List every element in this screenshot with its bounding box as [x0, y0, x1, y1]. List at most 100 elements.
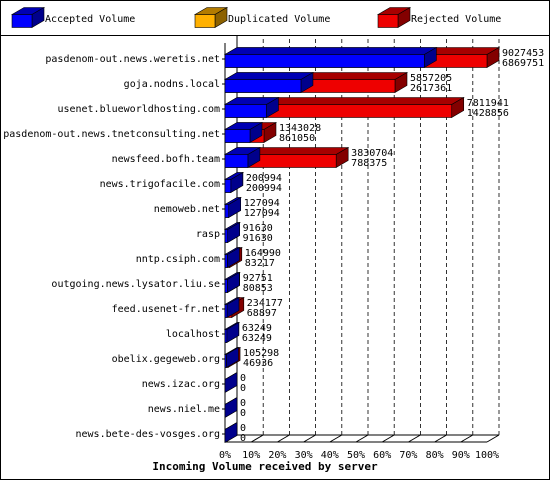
accepted-label: 200994 — [246, 183, 282, 194]
x-tick — [277, 434, 290, 443]
total-label: 234177 — [247, 298, 283, 309]
y-tick-label: pasdenom-out.news.tnetconsulting.net — [3, 129, 220, 140]
accepted-label: 83217 — [245, 258, 275, 269]
x-tick-label: 10% — [242, 450, 260, 461]
y-tick-label: nntp.csiph.com — [136, 254, 220, 265]
x-tick-label: 40% — [321, 450, 339, 461]
bar-front — [224, 354, 227, 368]
accepted-bar — [223, 321, 240, 344]
bar-side — [224, 421, 238, 444]
bar-front — [224, 229, 228, 243]
accepted-bar — [223, 271, 241, 294]
y-tick-label: usenet.blueworldhosting.com — [57, 104, 220, 115]
total-label: 63249 — [242, 323, 272, 334]
x-tick — [434, 434, 447, 443]
total-label: 92751 — [243, 273, 273, 284]
total-label: 91630 — [243, 223, 273, 234]
x-tick-label: 30% — [295, 450, 313, 461]
total-label: 0 — [240, 373, 246, 384]
accepted-bar — [223, 171, 244, 194]
y-tick-label: pasdenom-out.news.weretis.net — [45, 54, 220, 65]
accepted-bar — [223, 71, 315, 94]
total-label: 0 — [240, 398, 246, 409]
accepted-label: 0 — [240, 383, 246, 394]
bar-side — [224, 371, 238, 394]
x-tick — [460, 434, 474, 443]
x-tick — [486, 434, 500, 443]
x-tick — [408, 434, 421, 443]
rejected-bar — [223, 96, 465, 119]
accepted-bar — [223, 221, 241, 244]
total-label: 9027453 — [502, 48, 544, 59]
legend-label: Accepted Volume — [45, 14, 135, 25]
x-axis-title: Incoming Volume received by server — [152, 460, 378, 473]
x-tick-label: 20% — [268, 450, 286, 461]
total-label: 0 — [240, 423, 246, 434]
y-tick-label: news.izac.org — [142, 379, 220, 390]
legend-item — [10, 6, 46, 29]
total-label: 164990 — [245, 248, 281, 259]
accepted-bar — [223, 346, 240, 369]
total-label: 3830704 — [351, 148, 393, 159]
accepted-label: 80853 — [243, 283, 273, 294]
y-tick-label: nemoweb.net — [154, 204, 220, 215]
bar-front — [224, 79, 302, 93]
bar-side — [224, 396, 238, 419]
bar-front — [224, 104, 267, 118]
y-tick-label: localhost — [166, 329, 220, 340]
x-tick — [355, 434, 369, 443]
x-tick-label: 80% — [426, 450, 444, 461]
bar-top — [223, 72, 315, 80]
y-tick-label: goja.nodns.local — [124, 79, 220, 90]
accepted-label: 1428856 — [467, 108, 509, 119]
bar-front — [224, 54, 425, 68]
y-tick-label: rasp — [196, 229, 220, 240]
total-label: 105298 — [243, 348, 279, 359]
accepted-label: 788375 — [351, 158, 387, 169]
bar-front — [224, 304, 228, 318]
accepted-label: 91630 — [243, 233, 273, 244]
legend-item — [376, 6, 412, 29]
accepted-label: 46936 — [243, 358, 273, 369]
y-tick-label: obelix.gegeweb.org — [112, 354, 220, 365]
x-tick — [381, 434, 395, 443]
accepted-bar — [224, 421, 238, 444]
accepted-label: 2617361 — [410, 83, 452, 94]
bar-front — [224, 279, 228, 293]
bar-front — [224, 179, 232, 193]
bar-front — [224, 329, 228, 343]
y-tick-label: news.bete-des-vosges.org — [76, 429, 221, 440]
accepted-label: 127094 — [244, 208, 280, 219]
total-label: 1343028 — [279, 123, 321, 134]
legend-label: Duplicated Volume — [228, 14, 330, 25]
y-tick-label: feed.usenet-fr.net — [112, 304, 220, 315]
accepted-label: 68897 — [247, 308, 277, 319]
bar-front — [224, 129, 251, 143]
x-tick-label: 0% — [219, 450, 231, 461]
x-tick-label: 70% — [399, 450, 417, 461]
y-tick-label: newsfeed.bofh.team — [112, 154, 220, 165]
accepted-bar — [223, 121, 264, 144]
legend-label: Rejected Volume — [411, 14, 501, 25]
x-tick-label: 50% — [347, 450, 365, 461]
accepted-bar — [223, 146, 261, 169]
bar-front — [11, 14, 33, 28]
total-label: 200994 — [246, 173, 282, 184]
accepted-label: 861050 — [279, 133, 315, 144]
bar-front — [377, 14, 399, 28]
y-tick-label: news.niel.me — [148, 404, 220, 415]
accepted-bar — [224, 371, 238, 394]
accepted-bar — [223, 196, 242, 219]
total-label: 5857205 — [410, 73, 452, 84]
y-tick-label: outgoing.news.lysator.liu.se — [51, 279, 220, 290]
bar-front — [224, 254, 228, 268]
accepted-label: 0 — [240, 408, 246, 419]
total-label: 7811941 — [467, 98, 509, 109]
x-tick — [250, 434, 264, 443]
bar-top — [223, 47, 438, 55]
accepted-label: 63249 — [242, 333, 272, 344]
x-tick-label: 100% — [475, 450, 499, 461]
accepted-bar — [223, 246, 241, 269]
legend-item — [193, 6, 229, 29]
